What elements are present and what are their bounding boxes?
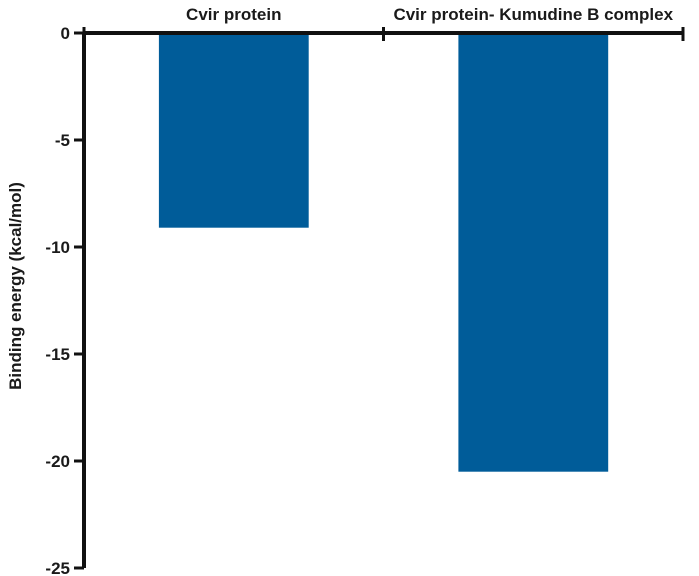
x-category-label: Cvir protein (186, 5, 281, 24)
bar (458, 33, 609, 472)
y-tick-label: -10 (45, 238, 70, 257)
y-tick-label: 0 (61, 24, 70, 43)
y-tick-label: -25 (45, 559, 70, 576)
bar (158, 33, 309, 228)
y-tick-label: -20 (45, 452, 70, 471)
y-tick-label: -15 (45, 345, 70, 364)
plot-area: 0 -5 -10 -15 -20 -25 Cvir protein Cvir protein-… (45, 5, 685, 576)
x-category-label: Cvir protein- Kumudine B complex (393, 5, 673, 24)
y-axis-title: Binding energy (kcal/mol) (6, 182, 25, 390)
y-tick-label: -5 (55, 131, 70, 150)
